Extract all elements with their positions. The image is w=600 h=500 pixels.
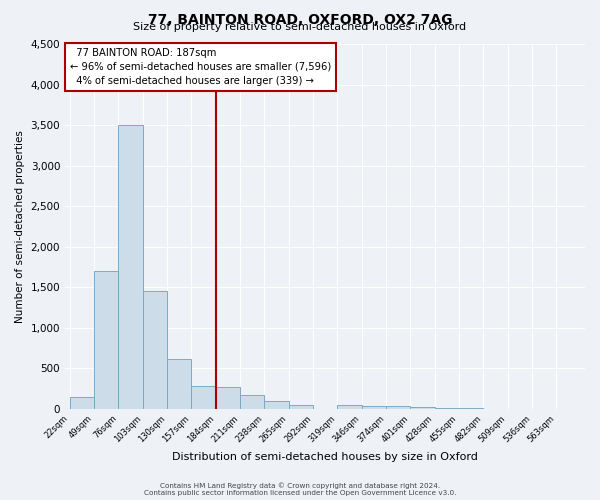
Text: 77, BAINTON ROAD, OXFORD, OX2 7AG: 77, BAINTON ROAD, OXFORD, OX2 7AG bbox=[148, 12, 452, 26]
Text: 77 BAINTON ROAD: 187sqm  
← 96% of semi-detached houses are smaller (7,596)
  4%: 77 BAINTON ROAD: 187sqm ← 96% of semi-de… bbox=[70, 48, 331, 86]
Bar bbox=[289, 405, 313, 409]
Text: Contains public sector information licensed under the Open Government Licence v3: Contains public sector information licen… bbox=[144, 490, 456, 496]
X-axis label: Distribution of semi-detached houses by size in Oxford: Distribution of semi-detached houses by … bbox=[172, 452, 478, 462]
Bar bbox=[191, 386, 215, 409]
Bar bbox=[143, 292, 167, 409]
Bar bbox=[459, 408, 483, 409]
Bar bbox=[410, 407, 434, 409]
Bar bbox=[70, 397, 94, 409]
Bar bbox=[434, 408, 459, 409]
Bar bbox=[264, 401, 289, 409]
Text: Size of property relative to semi-detached houses in Oxford: Size of property relative to semi-detach… bbox=[133, 22, 467, 32]
Bar bbox=[337, 405, 362, 409]
Y-axis label: Number of semi-detached properties: Number of semi-detached properties bbox=[15, 130, 25, 323]
Bar bbox=[167, 358, 191, 409]
Bar bbox=[215, 387, 240, 409]
Bar bbox=[362, 406, 386, 409]
Bar bbox=[240, 395, 264, 409]
Text: Contains HM Land Registry data © Crown copyright and database right 2024.: Contains HM Land Registry data © Crown c… bbox=[160, 482, 440, 489]
Bar bbox=[118, 125, 143, 409]
Bar bbox=[94, 271, 118, 409]
Bar bbox=[386, 406, 410, 409]
